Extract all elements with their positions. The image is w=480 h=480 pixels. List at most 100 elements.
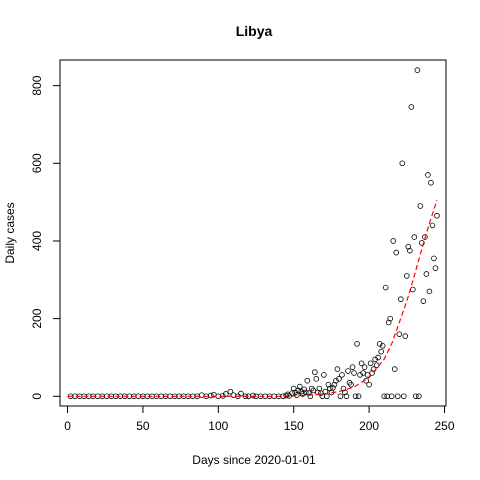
x-tick-label: 50 [136,419,150,433]
x-tick-label: 200 [359,419,379,433]
y-tick-label: 400 [30,231,44,251]
data-point [361,364,368,370]
data-point [223,391,229,397]
y-tick-label: 0 [30,393,44,400]
data-point [302,389,309,396]
data-point [337,393,344,400]
data-point [290,385,297,392]
data-point [375,354,381,361]
data-point [420,298,427,304]
data-point [312,369,318,376]
data-point [372,356,378,363]
data-point [388,393,395,400]
data-point [419,240,425,246]
data-point [422,234,428,240]
data-point [351,370,357,376]
data-point [357,372,363,378]
data-point [321,372,327,378]
data-point [396,331,403,337]
data-point [327,385,333,392]
data-point [426,288,433,295]
data-point [331,381,338,388]
data-point [384,393,390,400]
x-tick-label: 150 [284,419,304,433]
data-point [402,333,409,339]
data-point [348,381,354,388]
data-point [342,389,348,396]
data-point [423,271,430,277]
data-point [414,67,421,73]
data-point [391,366,398,372]
y-tick-label: 600 [30,153,44,173]
data-point [307,393,314,400]
y-tick-label: 800 [30,75,44,95]
plot-frame [59,59,447,407]
data-point [367,360,374,367]
data-point [360,370,366,376]
data-point [390,238,397,244]
y-axis-label: Daily cases [3,202,17,263]
x-tick-label: 0 [64,419,71,433]
data-point [429,222,436,229]
data-point [410,286,416,293]
data-point [352,393,359,400]
data-point [407,247,413,254]
data-point [411,234,418,240]
data-point [349,364,356,370]
data-point [387,315,394,322]
data-points [67,67,440,400]
data-point [434,212,440,219]
data-point [413,393,419,400]
x-axis-label: Days since 2020-01-01 [192,453,316,467]
data-point [333,377,339,384]
data-point [378,348,384,355]
x-tick-label: 100 [208,419,228,433]
data-point [334,366,341,372]
data-point [336,376,342,382]
data-point [301,386,308,393]
data-point [431,255,437,262]
data-point [324,393,330,400]
data-point [425,172,431,178]
data-point [397,296,404,303]
data-point [432,265,439,271]
data-point [364,372,371,378]
data-point [385,319,392,326]
data-point [295,387,302,394]
data-point [296,383,303,390]
data-point [393,249,400,256]
data-point [238,390,244,397]
data-point [250,392,256,399]
chart-title: Libya [236,23,273,39]
data-point [394,393,401,400]
data-point [417,203,424,209]
x-axis: 0 50 100 150 200 250 [64,405,455,433]
data-point [325,381,332,388]
data-point [313,376,320,382]
y-axis: 0 200 400 600 800 [30,75,61,400]
x-tick-label: 250 [434,419,454,433]
data-point [408,104,415,110]
y-tick-label: 200 [30,308,44,328]
data-point [399,160,406,167]
data-point [339,372,345,378]
data-point [381,393,387,400]
data-point [358,360,365,367]
data-point [354,341,360,347]
data-point [355,393,362,400]
data-point [379,343,386,349]
data-point [340,385,347,392]
data-point [330,384,336,391]
data-point [405,243,412,250]
data-point [382,284,389,291]
data-point [376,341,383,347]
data-point [345,368,351,374]
data-point [403,273,410,279]
data-point [227,388,234,395]
fit-curve [67,200,438,397]
data-point [207,392,214,399]
data-point [292,389,299,396]
data-point [283,392,289,399]
data-point [416,393,422,400]
